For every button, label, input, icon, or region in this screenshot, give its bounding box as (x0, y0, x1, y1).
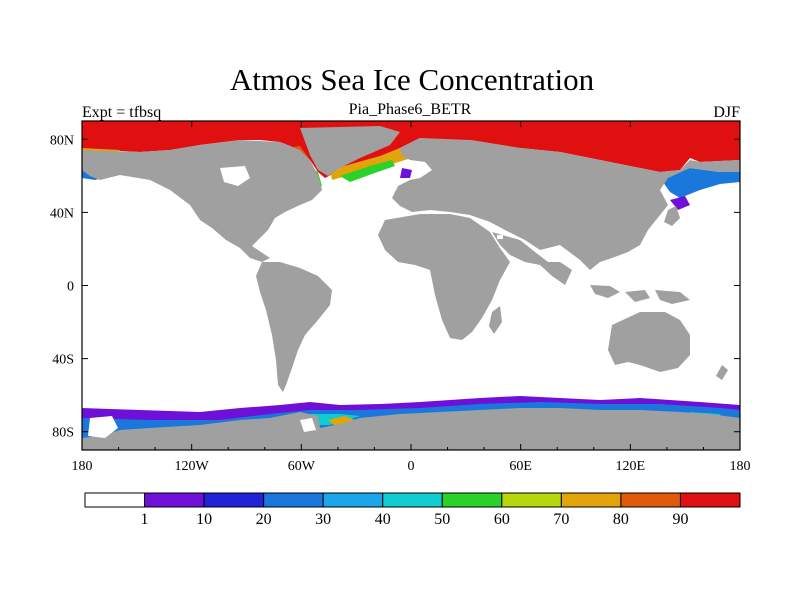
land-greenland (300, 126, 400, 176)
colorbar-swatch (560, 492, 622, 508)
axis-ticks: 180 120W 60W 0 60E 120E 180 80N 40N 0 40S 80S (50, 121, 751, 474)
land-eurasia (392, 138, 740, 270)
colorbar-label: 60 (494, 511, 510, 528)
colorbar-swatch (441, 492, 503, 508)
y-tick-label: 40N (50, 206, 74, 221)
colorbar-label: 90 (672, 511, 688, 528)
colorbar-label: 50 (434, 511, 450, 528)
arctic-ice-edge-green (300, 160, 395, 188)
weddell-sea-gap (300, 418, 316, 432)
arctic-ice-edge-orange (82, 140, 440, 180)
chart-title: Atmos Sea Ice Concentration (230, 62, 595, 97)
experiment-label: Expt = tfbsq (82, 104, 161, 121)
x-tick-label: 120W (175, 459, 210, 474)
ross-sea-gap (88, 416, 118, 438)
colorbar-label: 70 (553, 511, 569, 528)
y-tick-label: 80N (50, 133, 74, 148)
colorbar-swatch (382, 492, 443, 508)
colorbar-swatch (322, 492, 384, 508)
colorbar-swatch (144, 492, 205, 508)
arctic-ice (82, 121, 740, 178)
colorbar-swatch (620, 492, 681, 508)
colorbar-swatch (679, 492, 741, 508)
land-madagascar (489, 306, 502, 334)
colorbar-label: 30 (315, 511, 331, 528)
colorbar-label: 80 (613, 511, 629, 528)
land-australia (608, 312, 690, 372)
land-antarctica (82, 408, 740, 450)
colorbar-swatch (203, 492, 265, 508)
map-area (82, 121, 740, 450)
colorbar-label: 40 (375, 511, 391, 528)
colorbar-swatch (263, 492, 324, 508)
chart-subtitle: Pia_Phase6_BETR (349, 101, 472, 118)
land-arabia-india (492, 232, 572, 285)
x-tick-label: 60E (509, 459, 532, 474)
colorbar-label: 20 (256, 511, 272, 528)
colorbar-swatch (84, 492, 146, 508)
y-tick-label: 0 (67, 280, 74, 295)
hudson-bay (220, 166, 250, 186)
colorbar-label: 10 (196, 511, 212, 528)
land-north-america (82, 140, 322, 262)
antarctic-ice-yellow (328, 416, 355, 430)
y-tick-label: 80S (52, 426, 74, 441)
colorbar-label: 1 (141, 511, 149, 528)
colorbar: 1 10 20 30 40 50 60 70 80 90 (84, 492, 741, 528)
x-tick-label: 180 (72, 459, 93, 474)
land-japan (664, 206, 680, 226)
land-south-america (256, 262, 332, 392)
land-indonesia (590, 285, 690, 304)
season-label: DJF (713, 104, 740, 121)
x-tick-label: 60W (288, 459, 316, 474)
x-tick-label: 180 (730, 459, 751, 474)
x-tick-label: 0 (408, 459, 415, 474)
colorbar-swatch (501, 492, 562, 508)
y-tick-label: 40S (52, 353, 74, 368)
land-new-zealand (716, 365, 728, 380)
x-tick-label: 120E (616, 459, 646, 474)
land-africa (378, 214, 510, 340)
caspian-sea (497, 235, 503, 239)
